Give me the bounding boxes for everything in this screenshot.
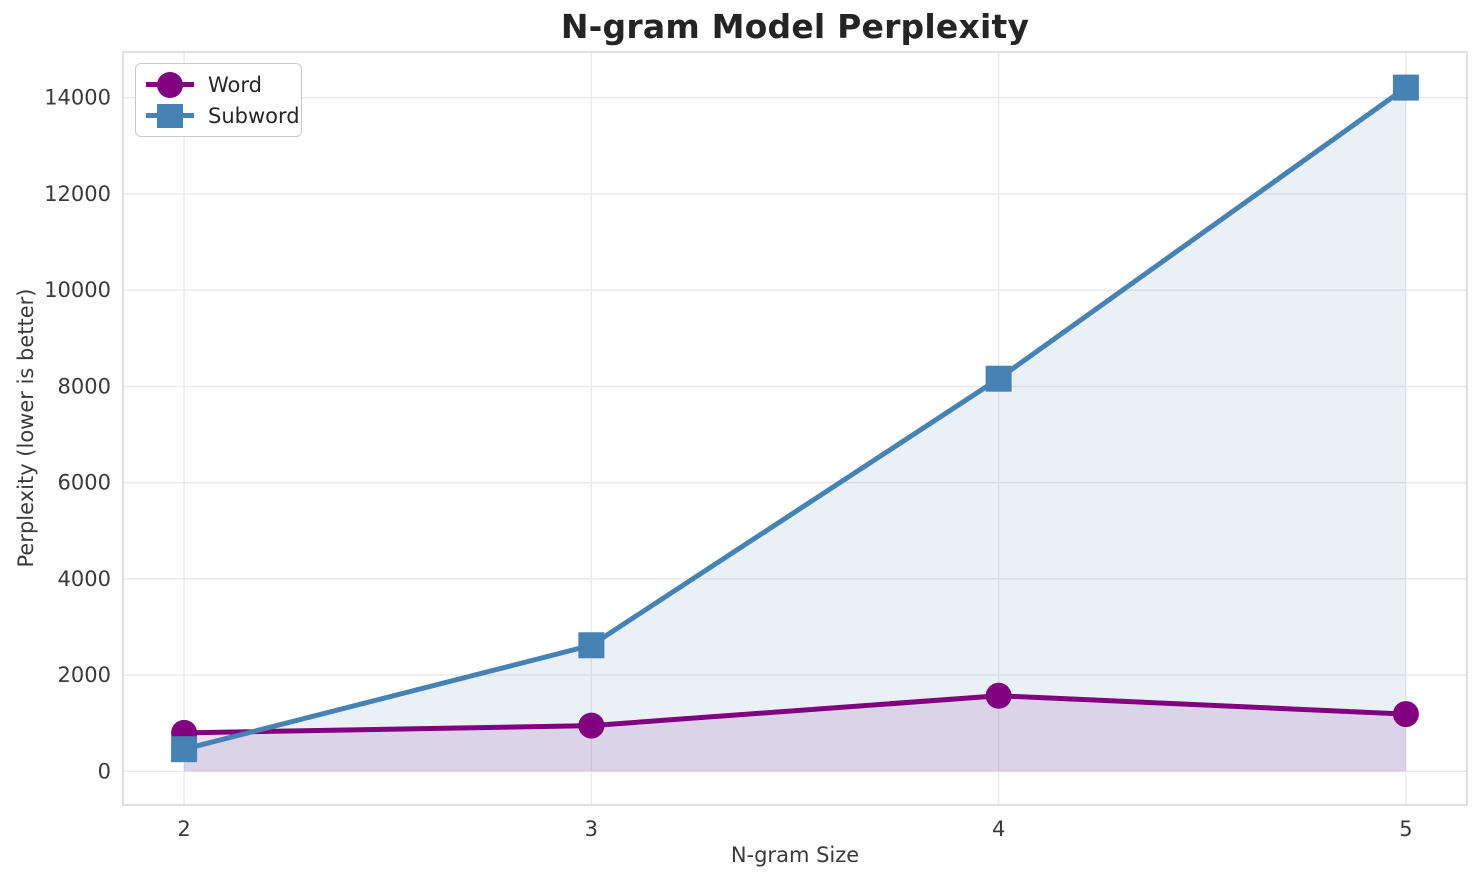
legend-label: Subword (208, 103, 300, 128)
square-marker-icon (157, 103, 183, 128)
y-tick-label: 4000 (58, 567, 111, 591)
plot-border (122, 51, 1468, 806)
series-word-line (181, 693, 1409, 736)
y-tick-label: 14000 (44, 86, 111, 110)
series-subword-area (184, 87, 1406, 772)
data-point-word (578, 712, 605, 739)
x-tick-label: 2 (177, 817, 190, 841)
data-point-subword (171, 736, 198, 763)
y-axis-label: Perplexity (lower is better) (14, 288, 38, 568)
chart-title: N-gram Model Perplexity (560, 7, 1030, 46)
x-axis-label: N-gram Size (730, 843, 860, 867)
y-tick-label: 12000 (44, 182, 111, 206)
x-tick-label: 4 (992, 817, 1005, 841)
x-tick-label: 5 (1399, 817, 1412, 841)
x-tick-label: 3 (585, 817, 598, 841)
series-word-area (184, 695, 1406, 772)
data-point-word (1392, 701, 1419, 728)
legend-sample (146, 102, 194, 129)
series-subword-line (181, 85, 1409, 752)
legend-item-word: Word (146, 71, 289, 98)
legend-label: Word (208, 72, 262, 97)
data-point-subword (1392, 74, 1419, 101)
y-tick-label: 0 (98, 759, 111, 783)
legend-item-subword: Subword (146, 102, 300, 129)
y-tick-label: 6000 (58, 471, 111, 495)
y-tick-label: 2000 (58, 663, 111, 687)
legend-sample (146, 71, 194, 98)
y-tick-label: 10000 (44, 278, 111, 302)
circle-marker-icon (157, 71, 183, 98)
data-point-subword (985, 365, 1012, 392)
data-point-subword (578, 632, 605, 659)
legend: Word Subword (135, 63, 302, 137)
y-tick-label: 8000 (58, 374, 111, 398)
data-point-word (985, 682, 1012, 709)
